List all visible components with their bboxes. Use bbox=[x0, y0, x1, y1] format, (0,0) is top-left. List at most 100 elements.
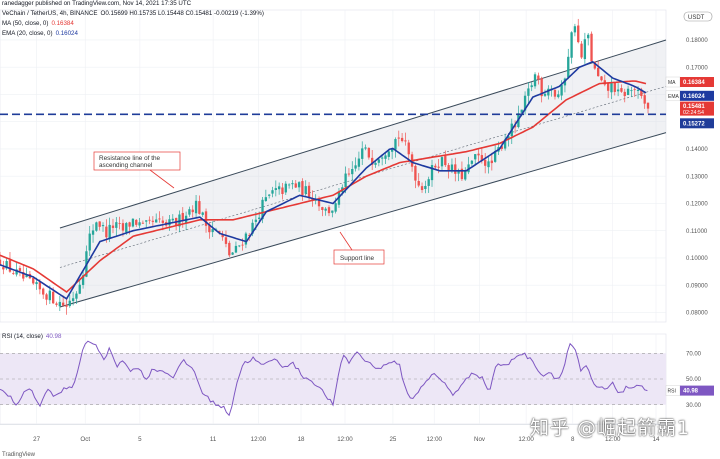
rsi-legend-label: RSI (14, close) bbox=[2, 333, 43, 340]
candle-body bbox=[88, 233, 91, 251]
time-tick-label: 18 bbox=[298, 436, 305, 443]
candle-body bbox=[38, 282, 42, 290]
candle-body bbox=[387, 151, 390, 157]
candle-body bbox=[424, 185, 427, 190]
candle-body bbox=[208, 224, 211, 233]
candle-body bbox=[480, 155, 484, 161]
candle-body bbox=[188, 209, 191, 215]
rsi-legend[interactable]: RSI (14, close) 40.98 bbox=[2, 333, 64, 340]
support-annotation-arrow bbox=[339, 231, 353, 251]
candle-body bbox=[261, 199, 264, 220]
candle-body bbox=[377, 159, 381, 163]
support-annotation-text: Support line bbox=[340, 255, 375, 262]
candle-body bbox=[394, 139, 397, 150]
candle-body bbox=[430, 165, 434, 181]
candle-body bbox=[125, 223, 128, 233]
candle-body bbox=[606, 83, 610, 91]
time-tick-label: 12:00 bbox=[518, 436, 534, 443]
candle-body bbox=[427, 179, 430, 186]
time-tick-label: 11 bbox=[210, 436, 217, 443]
candle-body bbox=[523, 95, 527, 111]
candle-body bbox=[444, 155, 447, 166]
ma-badge-value: 0.16384 bbox=[683, 80, 705, 86]
candle-body bbox=[464, 171, 467, 180]
grid bbox=[0, 9, 667, 425]
ema-legend[interactable]: EMA (20, close, 0) 0.16024 bbox=[2, 30, 81, 37]
candle-body bbox=[138, 222, 141, 226]
candle-body bbox=[600, 76, 603, 81]
candle-body bbox=[324, 208, 327, 211]
candle-body bbox=[204, 211, 208, 226]
candle-body bbox=[477, 153, 480, 156]
ma50-line bbox=[0, 80, 647, 294]
candle-body bbox=[2, 267, 5, 270]
candle-body bbox=[131, 218, 135, 227]
candle-body bbox=[381, 157, 384, 159]
candle-body bbox=[291, 183, 294, 185]
candle-body bbox=[646, 102, 650, 109]
candle-body bbox=[108, 224, 111, 239]
time-tick-label: 25 bbox=[389, 436, 396, 443]
resistance-annotation-line1: Resistance line of the bbox=[99, 155, 161, 162]
candle-body bbox=[470, 160, 474, 164]
time-tick-label: 5 bbox=[138, 436, 142, 443]
candle-body bbox=[301, 181, 304, 195]
ma-legend[interactable]: MA (50, close, 0) 0.16384 bbox=[2, 20, 77, 27]
price-tick-label: 0.17000 bbox=[686, 65, 708, 71]
candle-body bbox=[32, 278, 35, 284]
candle-body bbox=[228, 242, 231, 256]
currency-badge[interactable]: USDT bbox=[683, 11, 713, 22]
ohlc-values: O0.15699 H0.15735 L0.15448 C0.15481 -0.0… bbox=[100, 10, 264, 17]
candle-body bbox=[454, 164, 457, 174]
candle-body bbox=[527, 88, 530, 96]
candle-body bbox=[440, 157, 444, 167]
symbol-title[interactable]: VeChain / TetherUS, 4h, BINANCE bbox=[2, 10, 98, 17]
resistance-line bbox=[59, 39, 667, 229]
candle-body bbox=[643, 95, 646, 104]
candlesticks bbox=[0, 18, 650, 315]
price-panel-border bbox=[0, 9, 667, 323]
rsi-axis[interactable]: 70.00 50.00 30.00 RSI 40.98 bbox=[665, 351, 714, 409]
candle-body bbox=[437, 166, 440, 168]
time-tick-label: 12:00 bbox=[337, 436, 353, 443]
candle-body bbox=[331, 210, 334, 213]
candle-body bbox=[374, 162, 377, 165]
candle-body bbox=[145, 220, 148, 222]
time-tick-label: Nov bbox=[474, 436, 486, 443]
time-tick-label: 8 bbox=[571, 436, 575, 443]
candle-body bbox=[211, 229, 214, 233]
last-price-countdown: 02:24:54 bbox=[683, 110, 704, 116]
candle-body bbox=[68, 300, 71, 307]
candle-body bbox=[161, 220, 164, 223]
candle-body bbox=[25, 275, 28, 278]
candle-body bbox=[22, 272, 25, 279]
candle-body bbox=[513, 125, 517, 128]
support-annotation-box bbox=[333, 249, 385, 265]
candle-body bbox=[543, 93, 547, 96]
ma-badge-label: MA bbox=[668, 80, 676, 86]
time-axis[interactable]: 27 Oct 5 11 12:00 18 12:00 25 12:00 Nov 12:00 8 12:0… bbox=[0, 424, 666, 444]
ema-badge-label: EMA bbox=[668, 94, 680, 100]
candle-body bbox=[587, 34, 590, 39]
usdt-badge-box bbox=[683, 11, 713, 22]
candle-body bbox=[390, 148, 394, 152]
candle-body bbox=[55, 303, 58, 305]
rsi-legend-value: 40.98 bbox=[45, 333, 62, 340]
candle-body bbox=[258, 217, 261, 219]
candle-body bbox=[181, 212, 184, 222]
candle-body bbox=[274, 188, 277, 191]
price-tick-label: 0.10000 bbox=[686, 256, 708, 262]
candle-body bbox=[364, 147, 367, 149]
candle-body bbox=[573, 26, 577, 33]
candle-body bbox=[121, 223, 125, 231]
time-tick-label: 12:00 bbox=[426, 436, 442, 443]
candle-body bbox=[304, 186, 307, 194]
candle-body bbox=[321, 207, 324, 210]
candle-body bbox=[500, 146, 503, 149]
candle-body bbox=[460, 168, 464, 180]
candle-body bbox=[400, 137, 404, 142]
time-tick-label: Oct bbox=[80, 436, 90, 443]
candle-body bbox=[294, 183, 297, 188]
candle-body bbox=[507, 136, 510, 139]
